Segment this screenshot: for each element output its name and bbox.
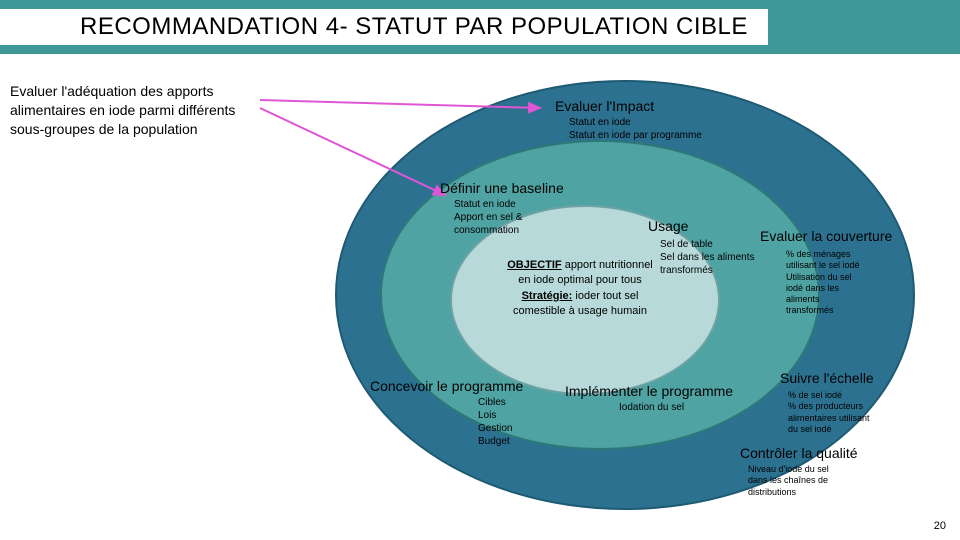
usage-title: Usage [648, 218, 755, 234]
concevoir-title: Concevoir le programme [370, 378, 523, 394]
usage-line3: transformés [660, 264, 755, 277]
suivre-line1: % de sel iodé [788, 390, 874, 401]
couverture-line3: Utilisation du sel [786, 272, 892, 283]
evaluer-impact-title: Evaluer l'Impact [555, 98, 702, 114]
couverture-line1: % des ménages [786, 249, 892, 260]
concevoir-line2: Lois [478, 409, 523, 422]
center-objective: OBJECTIF apport nutritionnel en iode opt… [505, 258, 655, 320]
concevoir-line1: Cibles [478, 396, 523, 409]
couverture-title: Evaluer la couverture [760, 228, 892, 244]
implementer-line1: Iodation du sel [619, 401, 733, 414]
section-suivre: Suivre l'échelle % de sel iodé % des pro… [780, 370, 874, 435]
page-number: 20 [934, 520, 946, 532]
left-note-text: Evaluer l'adéquation des apports aliment… [10, 83, 235, 137]
section-baseline: Définir une baseline Statut en iode Appo… [440, 180, 564, 237]
header-bar: RECOMMANDATION 4- STATUT PAR POPULATION … [0, 0, 960, 54]
couverture-line4: iodé dans les [786, 283, 892, 294]
usage-line1: Sel de table [660, 238, 755, 251]
evaluer-impact-line2: Statut en iode par programme [569, 129, 702, 142]
concevoir-line3: Gestion [478, 422, 523, 435]
baseline-line2: Apport en sel & [454, 211, 564, 224]
concevoir-line4: Budget [478, 435, 523, 448]
suivre-line3: alimentaires utilisant [788, 413, 874, 424]
section-qualite: Contrôler la qualité Niveau d'iode du se… [740, 445, 858, 498]
baseline-line3: consommation [454, 224, 564, 237]
suivre-line4: du sel iodé [788, 424, 874, 435]
suivre-line2: % des producteurs [788, 401, 874, 412]
strategie-label: Stratégie: [522, 290, 573, 302]
qualite-line1: Niveau d'iode du sel [748, 464, 858, 475]
usage-line2: Sel dans les aliments [660, 251, 755, 264]
page-title: RECOMMANDATION 4- STATUT PAR POPULATION … [0, 9, 768, 45]
implementer-title: Implémenter le programme [565, 383, 733, 399]
couverture-line2: utilisant le sel iodé [786, 260, 892, 271]
section-implementer: Implémenter le programme Iodation du sel [565, 383, 733, 414]
couverture-line5: aliments [786, 294, 892, 305]
section-usage: Usage Sel de table Sel dans les aliments… [648, 218, 755, 277]
section-couverture: Evaluer la couverture % des ménages util… [760, 228, 892, 317]
suivre-title: Suivre l'échelle [780, 370, 874, 386]
qualite-title: Contrôler la qualité [740, 445, 858, 461]
evaluer-impact-line1: Statut en iode [569, 116, 702, 129]
qualite-line3: distributions [748, 487, 858, 498]
baseline-line1: Statut en iode [454, 198, 564, 211]
section-evaluer-impact: Evaluer l'Impact Statut en iode Statut e… [555, 98, 702, 142]
qualite-line2: dans les chaînes de [748, 475, 858, 486]
baseline-title: Définir une baseline [440, 180, 564, 196]
couverture-line6: transformés [786, 305, 892, 316]
section-concevoir: Concevoir le programme Cibles Lois Gesti… [370, 378, 523, 448]
objectif-label: OBJECTIF [507, 259, 561, 271]
left-note: Evaluer l'adéquation des apports aliment… [10, 82, 260, 139]
